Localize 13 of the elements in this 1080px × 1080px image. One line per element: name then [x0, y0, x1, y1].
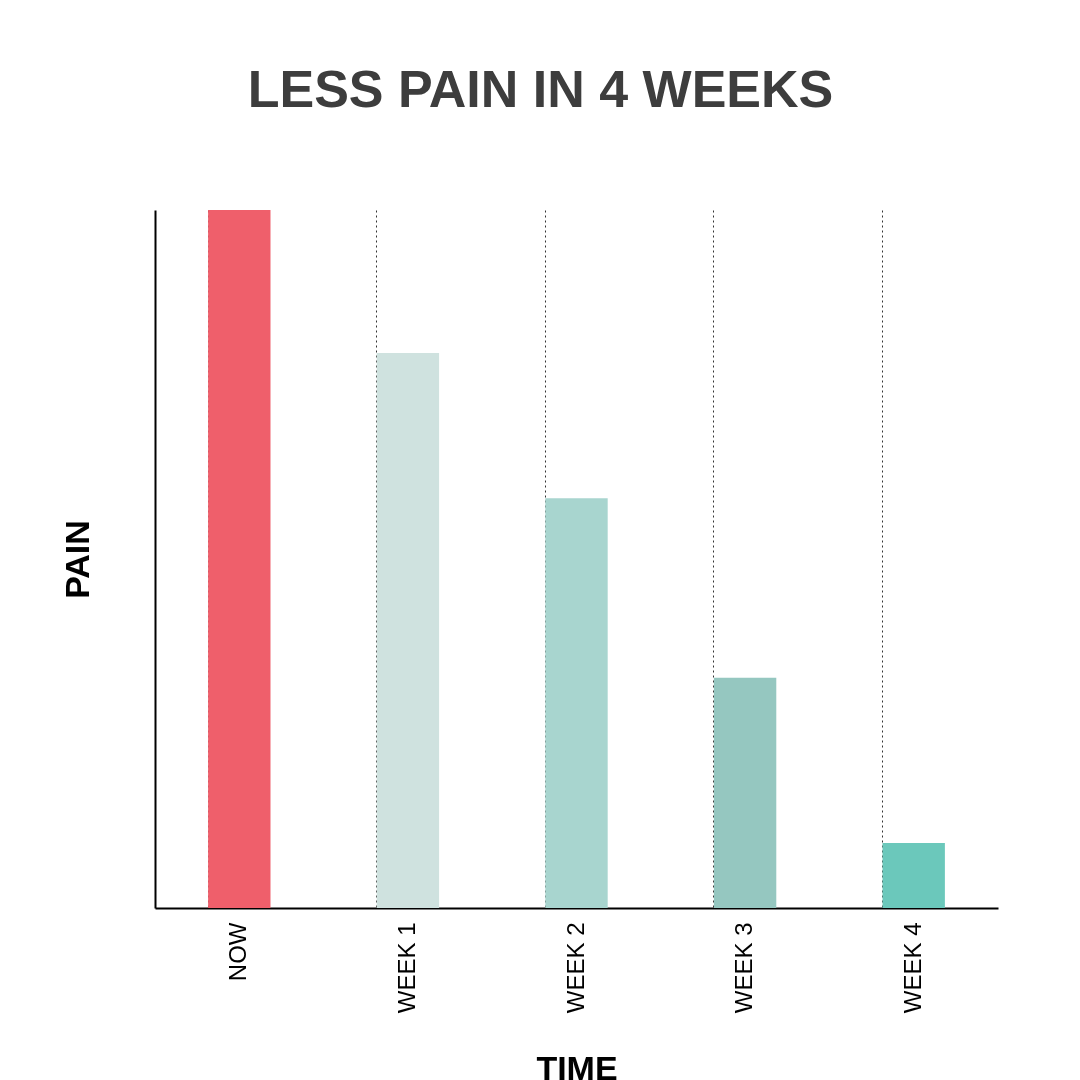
x-axis-title: TIME [536, 1049, 618, 1080]
x-tick-label: WEEK 3 [730, 922, 758, 1014]
x-tick-label: WEEK 4 [898, 922, 926, 1014]
chart-title: LESS PAIN IN 4 WEEKS [247, 60, 834, 118]
y-axis-title: PAIN [57, 520, 96, 599]
bar [545, 498, 608, 908]
x-tick-label: WEEK 2 [561, 922, 589, 1014]
x-tick-label: NOW [224, 922, 252, 982]
x-tick-label: WEEK 1 [392, 922, 420, 1014]
bar [713, 677, 777, 908]
bar [208, 210, 271, 908]
bar [376, 353, 440, 908]
bar [882, 843, 945, 908]
